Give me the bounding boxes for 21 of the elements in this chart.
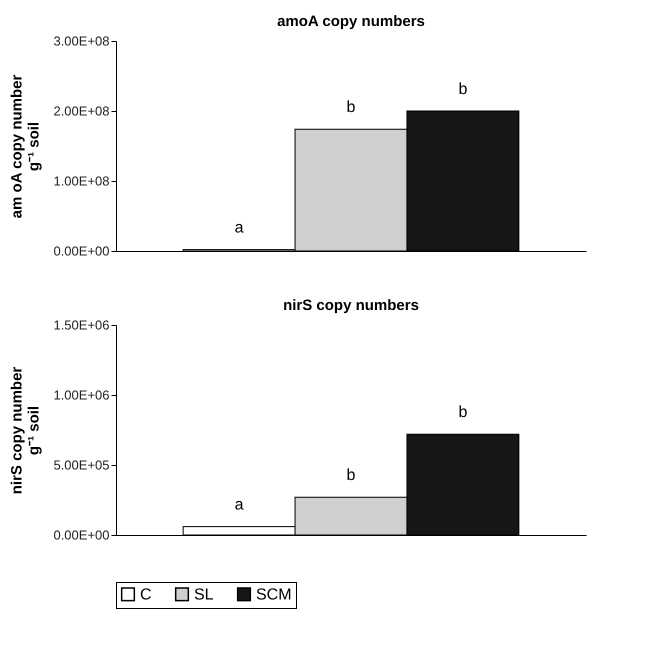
y-tick-label: 2.00E+08 xyxy=(53,104,110,118)
annotation: b xyxy=(346,467,356,484)
y-tick-label: 3.00E+08 xyxy=(53,34,110,48)
chart-title: nirS copy numbers xyxy=(283,297,419,314)
annotation: a xyxy=(234,220,244,237)
annotation: b xyxy=(458,404,468,422)
legend-label: C xyxy=(140,586,152,604)
legend-label: SL xyxy=(194,586,214,604)
annotation: b xyxy=(346,99,356,116)
annotation: b xyxy=(458,81,468,98)
y-axis-title: nirS copy number g⁻¹ soil xyxy=(8,366,42,494)
y-tick-label: 0.00E+00 xyxy=(53,244,110,258)
y-tick-label: 1.00E+08 xyxy=(53,174,110,188)
y-tick-label: 0.00E+00 xyxy=(53,528,110,542)
legend-label: SCM xyxy=(256,586,292,604)
y-tick-label: 1.00E+06 xyxy=(53,388,110,402)
y-tick-label: 5.00E+05 xyxy=(53,458,110,472)
y-axis-title: am oA copy number g⁻¹ soil xyxy=(8,74,42,218)
chart-title: amoA copy numbers xyxy=(277,13,425,30)
y-tick-label: 1.50E+06 xyxy=(53,318,110,332)
annotation: a xyxy=(234,496,244,514)
